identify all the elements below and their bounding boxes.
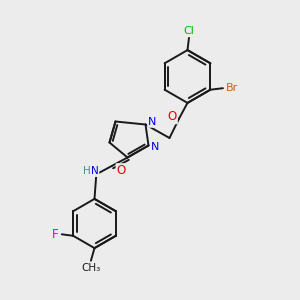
Text: CH₃: CH₃ [81,263,101,273]
Text: N: N [91,166,99,176]
Text: O: O [116,164,125,177]
Text: O: O [168,110,177,124]
Text: N: N [151,142,159,152]
Text: Cl: Cl [184,26,194,37]
Text: Br: Br [226,83,238,93]
Text: F: F [52,228,59,241]
Text: H: H [83,166,91,176]
Text: N: N [148,117,156,127]
